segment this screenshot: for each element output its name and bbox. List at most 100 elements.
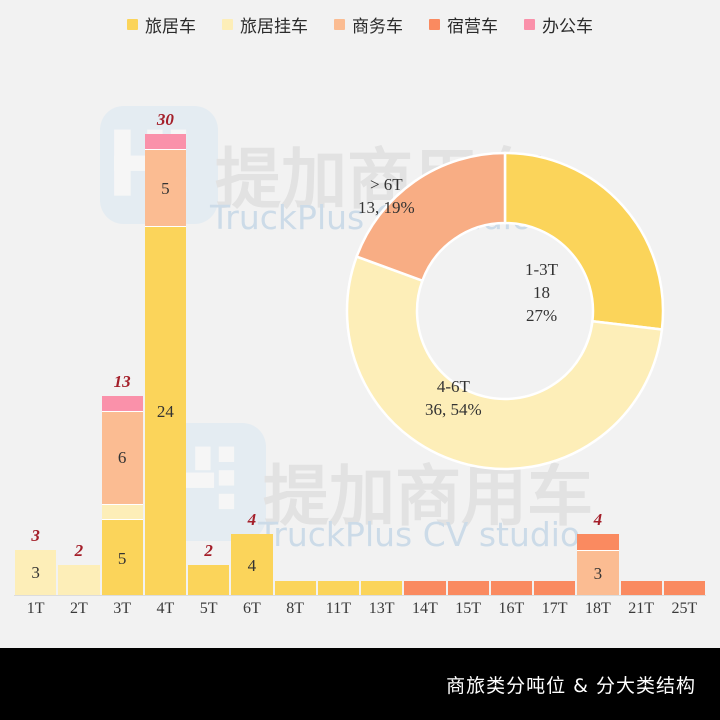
bar-segment-宿营车[interactable] <box>577 534 619 550</box>
bar-segment-宿营车[interactable] <box>404 580 446 596</box>
x-tick-1t: 1T <box>26 600 45 617</box>
x-tick-3t: 3T <box>113 600 132 617</box>
legend-swatch-icon <box>127 18 138 30</box>
x-tick-2t: 2T <box>69 600 88 617</box>
bar-column-11t[interactable] <box>317 96 360 596</box>
bar-total-label: 4 <box>247 510 257 530</box>
caption-text: 商旅类分吨位 & 分大类结构 <box>446 674 696 697</box>
bar-total-label: 2 <box>74 541 84 561</box>
bar-segment-旅居挂车[interactable]: 3 <box>15 549 57 596</box>
donut-label-line: 27% <box>525 305 558 325</box>
bar-column-14t[interactable] <box>403 96 446 596</box>
legend-item-rv_trailer[interactable]: 旅居挂车 <box>222 12 308 37</box>
bar-total-label: 30 <box>156 110 174 129</box>
stacked-bar-chart: 3 3 2 6 5 13 5 24 30 2 4 4 3 4 <box>14 96 706 596</box>
bar-segment-value: 3 <box>593 563 603 583</box>
bar-total-label: 13 <box>113 371 131 391</box>
x-tick-25t: 25T <box>671 600 698 617</box>
chart-legend: 旅居车 旅居挂车 商务车 宿营车 办公车 <box>0 0 720 48</box>
bar-column-16t[interactable] <box>490 96 533 596</box>
bar-segment-旅居车[interactable]: 4 <box>231 534 273 596</box>
bar-column-13t[interactable] <box>360 96 403 596</box>
bar-segment-旅居挂车[interactable] <box>101 503 143 519</box>
x-tick-8t: 8T <box>286 600 305 617</box>
bar-column-2t[interactable]: 2 <box>57 96 100 596</box>
legend-item-camper[interactable]: 宿营车 <box>429 12 498 37</box>
bar-segment-旅居车[interactable] <box>188 565 230 596</box>
x-tick-21t: 21T <box>628 600 655 617</box>
bar-segment-value: 6 <box>117 448 127 468</box>
bar-segment-旅居车[interactable] <box>361 580 403 596</box>
donut-slice-13T[interactable] <box>503 151 665 331</box>
bar-segment-宿营车[interactable] <box>534 580 576 596</box>
bar-segment-旅居车[interactable] <box>274 580 316 596</box>
bar-segment-商务车[interactable]: 5 <box>144 149 186 227</box>
bar-segment-value: 4 <box>247 555 257 575</box>
legend-swatch-icon <box>429 18 440 30</box>
bar-column-5t[interactable]: 2 <box>187 96 230 596</box>
legend-item-office[interactable]: 办公车 <box>524 12 593 37</box>
donut-label-6T: > 6T 13, 19% <box>358 174 415 220</box>
bar-total-label: 2 <box>204 541 213 561</box>
bar-segment-value: 5 <box>117 548 127 568</box>
axis-baseline <box>14 595 706 596</box>
x-tick-4t: 4T <box>156 600 175 617</box>
x-tick-13t: 13T <box>368 600 395 617</box>
x-tick-15t: 15T <box>455 600 482 617</box>
bar-segment-宿营车[interactable] <box>663 580 705 596</box>
x-tick-5t: 5T <box>199 600 218 617</box>
caption-bar: 商旅类分吨位 & 分大类结构 <box>0 648 720 720</box>
bar-column-8t[interactable] <box>274 96 317 596</box>
bar-segment-旅居挂车[interactable] <box>58 565 100 596</box>
bar-segment-旅居车[interactable]: 24 <box>144 226 186 596</box>
bar-column-15t[interactable] <box>447 96 490 596</box>
bar-segment-商务车[interactable]: 6 <box>101 411 143 504</box>
plot-area: 提加商用车 TruckPlus CV studio 提加商用车 TruckPlu… <box>0 48 720 648</box>
donut-label-line: 18 <box>533 282 551 302</box>
bar-segment-value: 3 <box>31 563 40 583</box>
donut-label-line: > 6T <box>369 175 403 194</box>
donut-label-line: 36, 54% <box>425 399 482 419</box>
bar-column-25t[interactable] <box>663 96 706 596</box>
bar-segment-value: 24 <box>156 402 174 422</box>
donut-label-46T: 4-6T 36, 54% <box>425 376 482 422</box>
legend-swatch-icon <box>222 18 233 30</box>
x-tick-17t: 17T <box>541 600 568 617</box>
bar-segment-办公车[interactable] <box>101 395 143 412</box>
bar-total-label: 3 <box>31 525 40 545</box>
donut-slice-6T[interactable] <box>355 151 507 283</box>
bar-segment-办公车[interactable] <box>144 134 186 150</box>
bar-segment-宿营车[interactable] <box>620 580 662 596</box>
donut-label-13T: 1-3T 18 27% <box>525 259 558 328</box>
x-tick-16t: 16T <box>498 600 525 617</box>
bar-segment-宿营车[interactable] <box>447 580 489 596</box>
bar-column-4t[interactable]: 5 24 30 <box>144 96 187 596</box>
donut-chart: 1-3T 18 27% 4-6T 36, 54% > 6T 13, 19% <box>330 136 680 486</box>
donut-label-line: 4-6T <box>436 377 470 396</box>
legend-item-rv[interactable]: 旅居车 <box>127 12 196 37</box>
donut-label-line: 1-3T <box>525 260 559 279</box>
x-axis-ticks: 1T 2T 3T 4T 5T 6T 8T 11T 13T 14T 15T 16T 17T 18T 21T 25… <box>14 600 706 630</box>
x-tick-11t: 11T <box>325 600 351 617</box>
legend-label: 宿营车 <box>447 16 498 37</box>
legend-swatch-icon <box>524 18 535 30</box>
bar-segment-商务车[interactable]: 3 <box>577 549 619 596</box>
x-tick-6t: 6T <box>242 600 261 617</box>
bar-column-3t[interactable]: 6 5 13 <box>101 96 144 596</box>
bar-segment-旅居车[interactable] <box>317 580 359 596</box>
bar-column-17t[interactable] <box>533 96 576 596</box>
legend-swatch-icon <box>334 18 345 30</box>
bar-segment-宿营车[interactable] <box>490 580 532 596</box>
legend-label: 旅居挂车 <box>240 16 308 37</box>
bar-segment-旅居车[interactable]: 5 <box>101 519 143 596</box>
legend-item-business[interactable]: 商务车 <box>334 12 403 37</box>
bar-column-21t[interactable] <box>620 96 663 596</box>
x-tick-18t: 18T <box>584 600 611 617</box>
bar-segment-value: 5 <box>161 178 170 198</box>
legend-label: 办公车 <box>542 16 593 37</box>
donut-slice-46T[interactable] <box>345 254 664 471</box>
legend-label: 旅居车 <box>145 16 196 37</box>
